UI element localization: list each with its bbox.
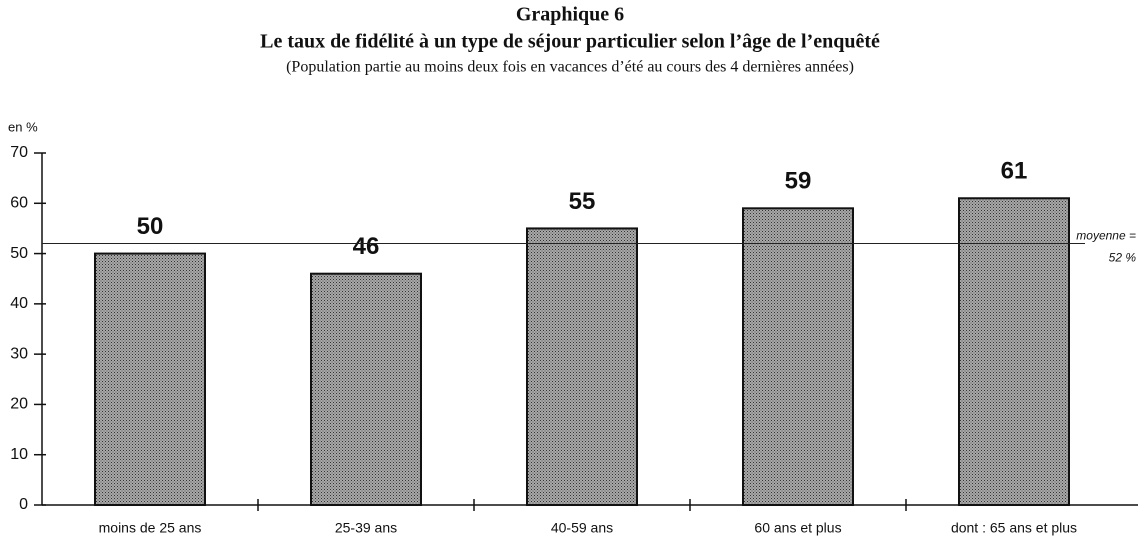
x-tick-label: 25-39 ans bbox=[335, 520, 397, 536]
y-tick-label: 30 bbox=[10, 345, 28, 362]
data-label: 46 bbox=[353, 233, 380, 260]
x-tick-label: 40-59 ans bbox=[551, 520, 613, 536]
mean-label: moyenne = bbox=[1076, 229, 1136, 243]
data-label: 50 bbox=[137, 213, 164, 240]
y-tick-label: 10 bbox=[10, 446, 28, 463]
y-tick-label: 0 bbox=[19, 496, 28, 513]
x-tick-label: 60 ans et plus bbox=[754, 520, 841, 536]
bar bbox=[94, 252, 206, 506]
chart-subtitle: Le taux de fidélité à un type de séjour … bbox=[260, 31, 880, 53]
chart-title: Graphique 6 bbox=[516, 4, 624, 26]
bar bbox=[526, 227, 638, 507]
y-tick-label: 60 bbox=[10, 195, 28, 212]
mean-label: 52 % bbox=[1109, 251, 1137, 265]
data-label: 55 bbox=[569, 188, 596, 215]
x-tick-label: moins de 25 ans bbox=[99, 520, 202, 536]
data-label: 61 bbox=[1001, 158, 1028, 185]
y-axis-label: en % bbox=[8, 119, 38, 134]
y-tick-label: 20 bbox=[10, 396, 28, 413]
bar bbox=[958, 197, 1070, 506]
y-tick-label: 70 bbox=[10, 144, 28, 161]
bar bbox=[742, 207, 854, 506]
y-tick-label: 50 bbox=[10, 245, 28, 262]
x-tick-label: dont : 65 ans et plus bbox=[951, 520, 1077, 536]
y-tick-label: 40 bbox=[10, 295, 28, 312]
data-label: 59 bbox=[785, 168, 812, 195]
chart-note: (Population partie au moins deux fois en… bbox=[286, 59, 854, 76]
bar bbox=[310, 272, 422, 506]
